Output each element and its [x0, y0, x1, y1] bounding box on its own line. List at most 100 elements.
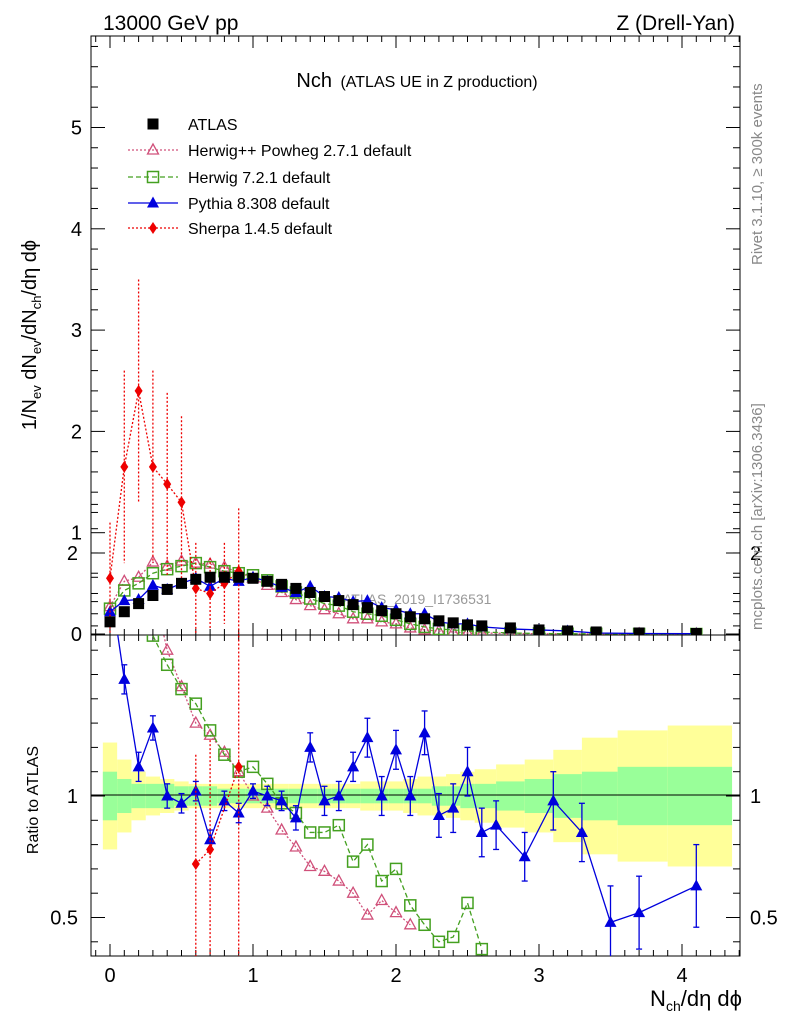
series-line-pythia	[117, 635, 697, 924]
data-point-sherpa	[134, 384, 143, 397]
band-green	[131, 783, 146, 809]
panel-plot-area	[117, 560, 703, 956]
data-point-atlas	[276, 578, 288, 590]
data-point-herwig	[418, 918, 431, 932]
data-point-atlas	[404, 611, 416, 623]
data-point-atlas	[218, 571, 230, 583]
legend-marker	[149, 222, 157, 234]
data-point-atlas	[233, 571, 245, 583]
main-y-tick-label: 4	[71, 219, 82, 241]
data-point-herwig	[203, 727, 217, 740]
data-point-pythia	[633, 906, 646, 918]
band-green	[388, 788, 404, 804]
legend-label: Herwig 7.2.1 default	[188, 170, 331, 187]
data-point-herwig	[175, 682, 188, 696]
ratio-y-tick-label-right: 0.5	[750, 908, 778, 930]
band-green	[617, 766, 668, 826]
data-point-herwig	[318, 826, 331, 839]
x-tick-label: 0	[104, 965, 115, 987]
legend-entry-0: ATLAS	[147, 117, 238, 134]
main-y-tick-label: 2	[71, 421, 82, 443]
data-point-herwig	[132, 569, 146, 582]
data-point-atlas	[361, 602, 373, 614]
band-green	[667, 766, 733, 826]
data-point-herwig	[146, 554, 160, 567]
data-point-herwig	[375, 893, 389, 906]
data-point-herwig	[360, 907, 374, 920]
data-point-herwig	[404, 899, 417, 912]
data-point-pythia	[418, 726, 431, 738]
data-point-sherpa	[106, 572, 114, 585]
data-point-pythia	[404, 789, 417, 801]
legend: ATLAS Herwig++ Powheg 2.7.1 default Herwig…	[128, 117, 412, 238]
data-point-atlas	[333, 595, 345, 607]
data-point-pythia	[218, 794, 231, 806]
data-point-pythia	[447, 801, 460, 813]
band-green	[553, 774, 582, 818]
data-point-atlas	[161, 583, 173, 595]
data-point-atlas	[290, 582, 302, 594]
data-point-atlas	[433, 615, 445, 627]
x-tick-label: 4	[676, 965, 687, 987]
data-point-herwig	[346, 885, 360, 898]
data-point-pythia	[304, 740, 317, 752]
band-green	[102, 771, 118, 821]
x-tick-label: 1	[247, 965, 258, 987]
main-y-tick-label: 3	[71, 320, 82, 342]
legend-marker	[146, 142, 160, 155]
data-point-herwig	[462, 625, 473, 635]
data-point-atlas	[447, 617, 459, 629]
band-green	[474, 783, 497, 809]
data-point-pythia	[490, 818, 503, 830]
data-point-atlas	[118, 606, 130, 618]
data-point-herwig	[119, 560, 130, 571]
data-point-atlas	[633, 627, 645, 635]
band-green	[496, 781, 525, 811]
data-point-pythia	[289, 811, 302, 823]
data-point-pythia	[332, 789, 345, 801]
data-point-pythia	[390, 743, 402, 755]
data-point-herwig	[332, 606, 346, 619]
data-point-herwig	[289, 839, 303, 852]
data-point-herwig	[389, 862, 403, 876]
main-y-tick-label: 1	[71, 523, 82, 545]
data-point-atlas	[319, 591, 330, 603]
ratio-y-axis-label: Ratio to ATLAS	[25, 746, 42, 854]
side-label-bottom: mcplots.cern.ch [arXiv:1306.3436]	[749, 403, 766, 630]
data-point-sherpa	[177, 496, 186, 509]
series-sherpa	[191, 635, 243, 956]
data-point-atlas	[133, 598, 145, 610]
data-point-herwig	[160, 642, 174, 655]
data-point-herwig	[360, 611, 374, 624]
data-point-herwig	[246, 760, 260, 774]
ratio-y-tick-label-left: 2	[67, 543, 78, 565]
data-point-pythia	[247, 784, 259, 796]
legend-marker	[147, 118, 159, 130]
data-point-atlas	[176, 577, 187, 589]
plot-title-sub: (ATLAS UE in Z production)	[340, 74, 537, 91]
data-point-sherpa	[163, 478, 172, 491]
ratio-y-tick-label-right: 1	[750, 786, 761, 808]
data-point-atlas	[562, 625, 574, 635]
data-point-herwig	[447, 624, 459, 635]
data-point-pythia	[204, 833, 217, 845]
data-point-atlas	[462, 619, 473, 631]
data-point-herwig	[189, 715, 203, 728]
plot-title: Nch (ATLAS UE in Z production)	[296, 70, 537, 92]
data-point-herwig	[317, 863, 332, 876]
data-point-atlas	[390, 608, 402, 620]
band-green	[145, 783, 161, 809]
data-point-herwig	[346, 855, 360, 868]
legend-entry-1: Herwig++ Powheg 2.7.1 default	[128, 142, 412, 160]
data-point-pythia	[518, 850, 531, 862]
data-point-sherpa	[206, 587, 215, 600]
data-point-herwig	[389, 616, 403, 629]
data-point-herwig	[432, 935, 446, 949]
data-point-herwig	[217, 744, 231, 757]
data-point-sherpa	[148, 460, 157, 473]
data-point-atlas	[590, 626, 602, 635]
data-point-pythia	[118, 594, 131, 606]
data-point-herwig	[361, 838, 374, 851]
panel-plot-area	[103, 279, 703, 635]
